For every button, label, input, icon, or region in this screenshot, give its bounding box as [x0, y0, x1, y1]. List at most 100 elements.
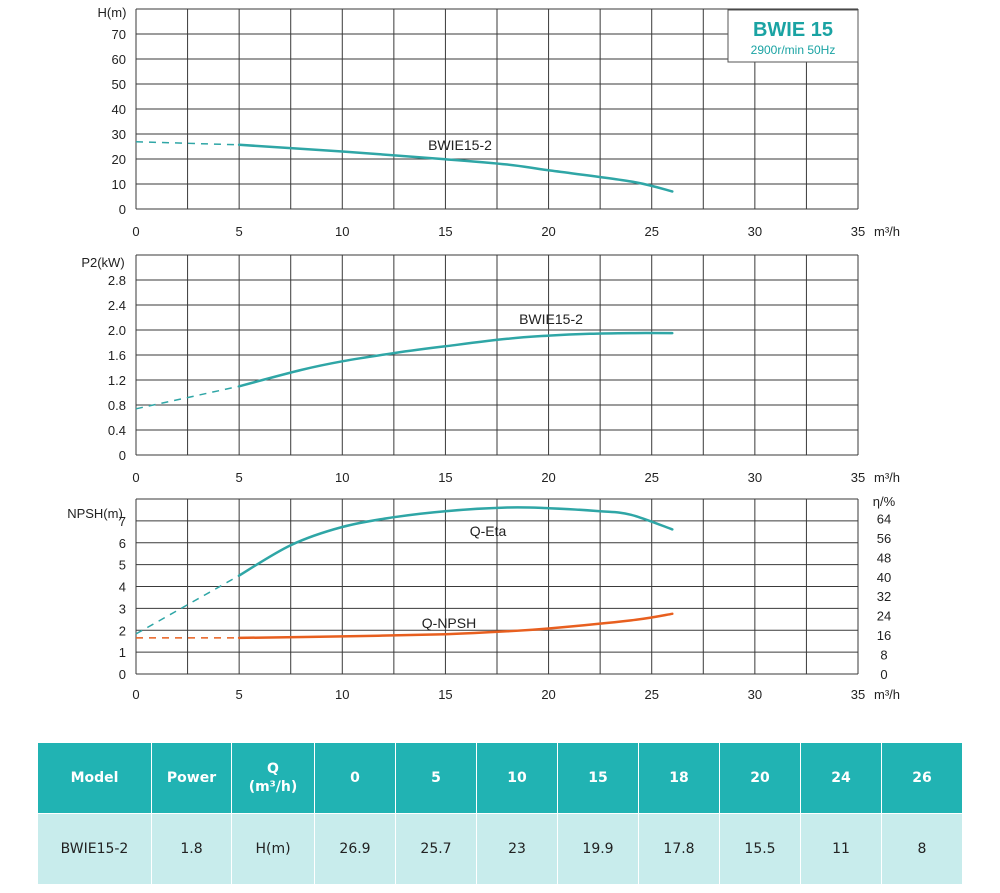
table-header-cell: 10 [476, 742, 558, 814]
y-tick-label: 10 [112, 177, 126, 192]
series-label: BWIE15-2 [519, 311, 583, 327]
y-tick-label: 2 [119, 623, 126, 638]
y-tick-label: 1.6 [108, 348, 126, 363]
series-dashed-extension [135, 574, 240, 635]
table-header-cell: 15 [557, 742, 639, 814]
y-tick-label: 0 [119, 448, 126, 463]
table-header-cell: 0 [314, 742, 396, 814]
x-axis-unit: m³/h [874, 470, 900, 485]
table-cell: 19.9 [557, 813, 639, 885]
y-tick-label: 5 [119, 558, 126, 573]
x-axis-unit: m³/h [874, 687, 900, 702]
table-cell: 23 [476, 813, 558, 885]
title-box-frame [727, 9, 859, 63]
title-box-title: BWIE 15 [753, 19, 833, 41]
y2-tick-label: 8 [880, 648, 887, 663]
table-cell: H(m) [231, 813, 315, 885]
y-axis-label: H(m) [98, 5, 127, 20]
y-tick-label: 0.4 [108, 423, 126, 438]
table-header-cell: 24 [800, 742, 882, 814]
series-label: Q-NPSH [422, 615, 476, 631]
series-dashed-extension [135, 141, 240, 146]
pump-curve-charts: 0 5 10 15 20 25 30 35 m³/h010203040506070H(m)BWI… [67, 5, 900, 702]
y-tick-label: 2.8 [108, 273, 126, 288]
series-label: BWIE15-2 [428, 137, 492, 153]
x-tick-label: 30 [748, 687, 762, 702]
x-tick-label: 20 [541, 687, 555, 702]
y2-tick-label: 0 [880, 667, 887, 682]
table-cell: 1.8 [151, 813, 232, 885]
table-cell: 17.8 [638, 813, 720, 885]
y-tick-label: 7 [119, 514, 126, 529]
x-tick-label: 15 [438, 687, 452, 702]
table-cell: 25.7 [395, 813, 477, 885]
x-tick-label: 35 [851, 224, 865, 239]
x-tick-label: 0 [132, 470, 139, 485]
x-tick-label: 0 [132, 224, 139, 239]
table-cell: 15.5 [719, 813, 801, 885]
x-tick-label: 0 [132, 687, 139, 702]
table-cell: 8 [881, 813, 963, 885]
y2-tick-label: 56 [877, 531, 891, 546]
series-label: Q-Eta [470, 523, 507, 539]
performance-table: Model Power Q (m³/h) 0 5 10 15 18 20 24 26 BWIE15-2… [37, 742, 963, 885]
table-header-cell: Q (m³/h) [231, 742, 315, 814]
x-tick-label: 20 [541, 224, 555, 239]
y2-tick-label: 16 [877, 628, 891, 643]
table-header-cell: Model [37, 742, 152, 814]
title-box: BWIE 15 2900r/min 50Hz [727, 9, 859, 63]
table-header-cell: 5 [395, 742, 477, 814]
y-tick-label: 1.2 [108, 373, 126, 388]
table-header-cell: Power [151, 742, 232, 814]
x-tick-label: 20 [541, 470, 555, 485]
x-tick-label: 10 [335, 224, 349, 239]
y2-tick-label: 48 [877, 550, 891, 565]
y-tick-label: 1 [119, 645, 126, 660]
series-line [237, 331, 674, 388]
y-axis-label: P2(kW) [81, 255, 124, 270]
x-tick-label: 35 [851, 687, 865, 702]
title-box-subtitle: 2900r/min 50Hz [751, 43, 836, 57]
y-tick-label: 30 [112, 127, 126, 142]
series-line [237, 612, 674, 640]
x-tick-label: 15 [438, 470, 452, 485]
y-tick-label: 2.0 [108, 323, 126, 338]
y-tick-label: 0 [119, 667, 126, 682]
y-tick-label: 2.4 [108, 298, 126, 313]
y-tick-label: 20 [112, 152, 126, 167]
series-dashed-extension [135, 385, 240, 410]
y-tick-label: 0 [119, 202, 126, 217]
series-line [237, 506, 674, 577]
table-header-cell: 18 [638, 742, 720, 814]
y-tick-label: 70 [112, 27, 126, 42]
table-header-row: Model Power Q (m³/h) 0 5 10 15 18 20 24 26 [37, 742, 963, 814]
x-tick-label: 25 [644, 687, 658, 702]
x-tick-label: 30 [748, 470, 762, 485]
series-line [237, 143, 674, 193]
table-header-cell: 20 [719, 742, 801, 814]
y-axis-label: NPSH(m) [67, 506, 123, 521]
y-tick-label: 3 [119, 601, 126, 616]
power-chart: 0 5 10 15 20 25 30 35 m³/h 0 0.4 0.8 1.2 1.6 2.0 2.4 2.8… [81, 254, 900, 485]
y-tick-label: 40 [112, 102, 126, 117]
x-tick-label: 10 [335, 687, 349, 702]
y-tick-label: 4 [119, 580, 126, 595]
x-axis-unit: m³/h [874, 224, 900, 239]
y-tick-label: 6 [119, 536, 126, 551]
x-tick-label: 25 [644, 470, 658, 485]
y-tick-label: 0.8 [108, 398, 126, 413]
table-cell: 11 [800, 813, 882, 885]
x-tick-label: 30 [748, 224, 762, 239]
table-cell: BWIE15-2 [37, 813, 152, 885]
x-tick-label: 25 [644, 224, 658, 239]
y2-tick-label: 32 [877, 589, 891, 604]
x-tick-label: 5 [236, 470, 243, 485]
x-tick-label: 10 [335, 470, 349, 485]
table-header-cell: 26 [881, 742, 963, 814]
y2-tick-label: 24 [877, 609, 891, 624]
x-tick-label: 15 [438, 224, 452, 239]
y-tick-label: 60 [112, 52, 126, 67]
x-tick-label: 35 [851, 470, 865, 485]
y2-axis-label: η/% [873, 494, 896, 509]
x-tick-label: 5 [236, 224, 243, 239]
